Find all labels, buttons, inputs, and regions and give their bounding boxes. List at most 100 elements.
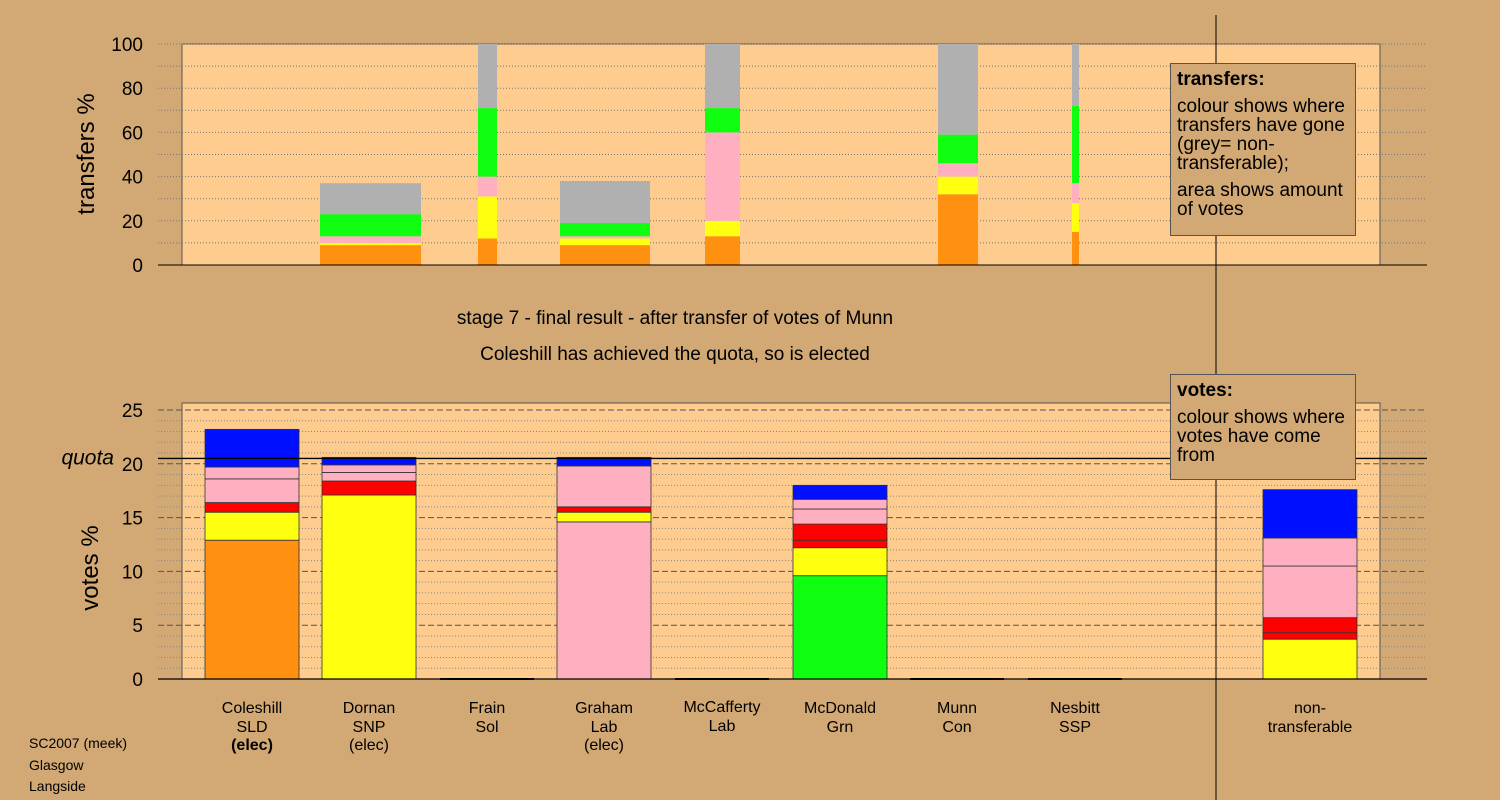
category-party-label: Sol [475, 719, 498, 736]
category-name-label: McDonald [804, 700, 876, 717]
votes-bar-segment [204, 511, 300, 541]
votes-bar-segment [204, 428, 300, 468]
votes-legend-text: colour shows where votes have come from [1177, 407, 1345, 466]
category-status-label: (elec) [349, 737, 389, 754]
votes-bar-segment [792, 498, 888, 510]
votes-bar-segment [321, 480, 417, 496]
transfers-bar-segment-nesbitt [1072, 203, 1079, 232]
transfers-bar-segment-graham [560, 181, 650, 224]
transfers-bar-segment-coleshill [320, 183, 421, 215]
votes-bar-segment [1262, 632, 1358, 640]
category-name-label: McCafferty [683, 699, 760, 716]
votes-legend: votes: colour shows where votes have com… [1170, 374, 1356, 480]
votes-y-tick-label: 0 [132, 670, 143, 691]
transfers-bar-segment-munn [938, 44, 978, 135]
category-party-label: SLD [236, 719, 267, 736]
transfers-bar-segment-frain [478, 196, 497, 239]
votes-y-tick-label: 10 [122, 562, 143, 583]
quota-label: quota [61, 446, 114, 469]
votes-bar-segment [321, 494, 417, 680]
footer-election: SC2007 (meek) [29, 735, 128, 751]
category-party-label: transferable [1268, 719, 1353, 736]
votes-bar-segment [204, 466, 300, 480]
votes-y-tick-label: 20 [122, 455, 143, 476]
transfers-y-tick-label: 100 [111, 35, 143, 56]
transfers-bar-segment-frain [478, 108, 497, 177]
transfers-bar-segment-frain [478, 44, 497, 109]
category-name-label: Graham [575, 700, 633, 717]
votes-bar-segment [792, 575, 888, 680]
transfers-bar-segment-nesbitt [1072, 105, 1079, 184]
transfers-legend-text-2: area shows amount of votes [1177, 180, 1343, 220]
votes-y-tick-label: 25 [122, 401, 143, 422]
votes-y-tick-label: 5 [132, 616, 143, 637]
category-name-label: Dornan [343, 700, 395, 717]
category-name-label: Coleshill [222, 700, 282, 717]
transfers-bar-segment-graham [560, 236, 650, 239]
transfers-bar-segment-graham [560, 238, 650, 246]
votes-bar-segment [1262, 489, 1358, 539]
transfers-bar-segment-nesbitt [1072, 183, 1079, 204]
category-party-label: Lab [709, 718, 736, 735]
category-party-label: Lab [591, 719, 618, 736]
transfers-y-tick-label: 20 [122, 212, 143, 233]
votes-bar-segment [792, 484, 888, 500]
transfers-bar-segment-coleshill [320, 245, 421, 265]
votes-bar-segment [556, 511, 652, 523]
votes-bar-segment [556, 506, 652, 513]
votes-bar-segment [1262, 617, 1358, 634]
votes-legend-title: votes: [1177, 380, 1233, 401]
stage-subtitle: Coleshill has achieved the quota, so is … [480, 344, 870, 365]
category-status-label: (elec) [231, 737, 273, 754]
votes-bar-segment [204, 478, 300, 503]
transfers-bar-segment-coleshill [320, 242, 421, 246]
transfers-bar-segment-munn [938, 194, 978, 265]
votes-y-tick-label: 15 [122, 509, 143, 530]
transfers-bar-segment-nesbitt [1072, 44, 1079, 106]
votes-bar-segment [204, 539, 300, 680]
votes-bar-segment [1262, 638, 1358, 680]
footer-ward: Langside [29, 778, 86, 794]
votes-bar-segment [321, 464, 417, 473]
transfers-bar-segment-munn [938, 134, 978, 164]
transfers-y-tick-label: 80 [122, 79, 143, 100]
transfers-legend-title: transfers: [1177, 69, 1265, 90]
category-party-label: Con [942, 719, 971, 736]
votes-bar-segment [792, 547, 888, 577]
votes-bar-segment [792, 508, 888, 525]
stage-title: stage 7 - final result - after transfer … [456, 308, 894, 329]
category-name-label: non- [1294, 700, 1326, 717]
transfers-bar-segment-coleshill [320, 214, 421, 237]
votes-bar-segment [1262, 565, 1358, 619]
transfers-bar-segment-munn [938, 163, 978, 177]
category-name-label: Frain [469, 700, 505, 717]
transfers-bar-segment-coleshill [320, 236, 421, 243]
transfers-bar-segment-mccafferty [705, 220, 740, 237]
transfers-bar-segment-mccafferty [705, 236, 740, 265]
votes-bar-segment [556, 521, 652, 680]
transfers-bar-segment-mccafferty [705, 44, 740, 109]
category-party-label: SNP [353, 719, 386, 736]
transfers-legend: transfers: colour shows where transfers … [1170, 63, 1356, 236]
category-name-label: Nesbitt [1050, 700, 1100, 717]
footer-city: Glasgow [29, 757, 84, 773]
votes-bar-segment [1262, 537, 1358, 567]
category-party-label: Grn [827, 719, 854, 736]
category-name-label: Munn [937, 700, 977, 717]
transfers-y-tick-label: 0 [132, 256, 143, 277]
transfers-bar-segment-mccafferty [705, 132, 740, 221]
transfers-bar-segment-nesbitt [1072, 231, 1079, 265]
votes-bar-segment [792, 539, 888, 549]
transfers-bar-segment-frain [478, 176, 497, 197]
votes-bar-segment [204, 502, 300, 513]
transfers-y-axis-label: transfers % [73, 93, 100, 214]
transfers-legend-text: colour shows where transfers have gone (… [1177, 96, 1345, 174]
votes-bar-segment [556, 465, 652, 508]
votes-bar-segment [556, 456, 652, 467]
votes-y-axis-label: votes % [77, 525, 104, 610]
votes-bar-segment [321, 456, 417, 466]
transfers-bar-segment-graham [560, 245, 650, 265]
category-party-label: SSP [1059, 719, 1091, 736]
transfers-bar-segment-mccafferty [705, 108, 740, 133]
category-status-label: (elec) [584, 737, 624, 754]
